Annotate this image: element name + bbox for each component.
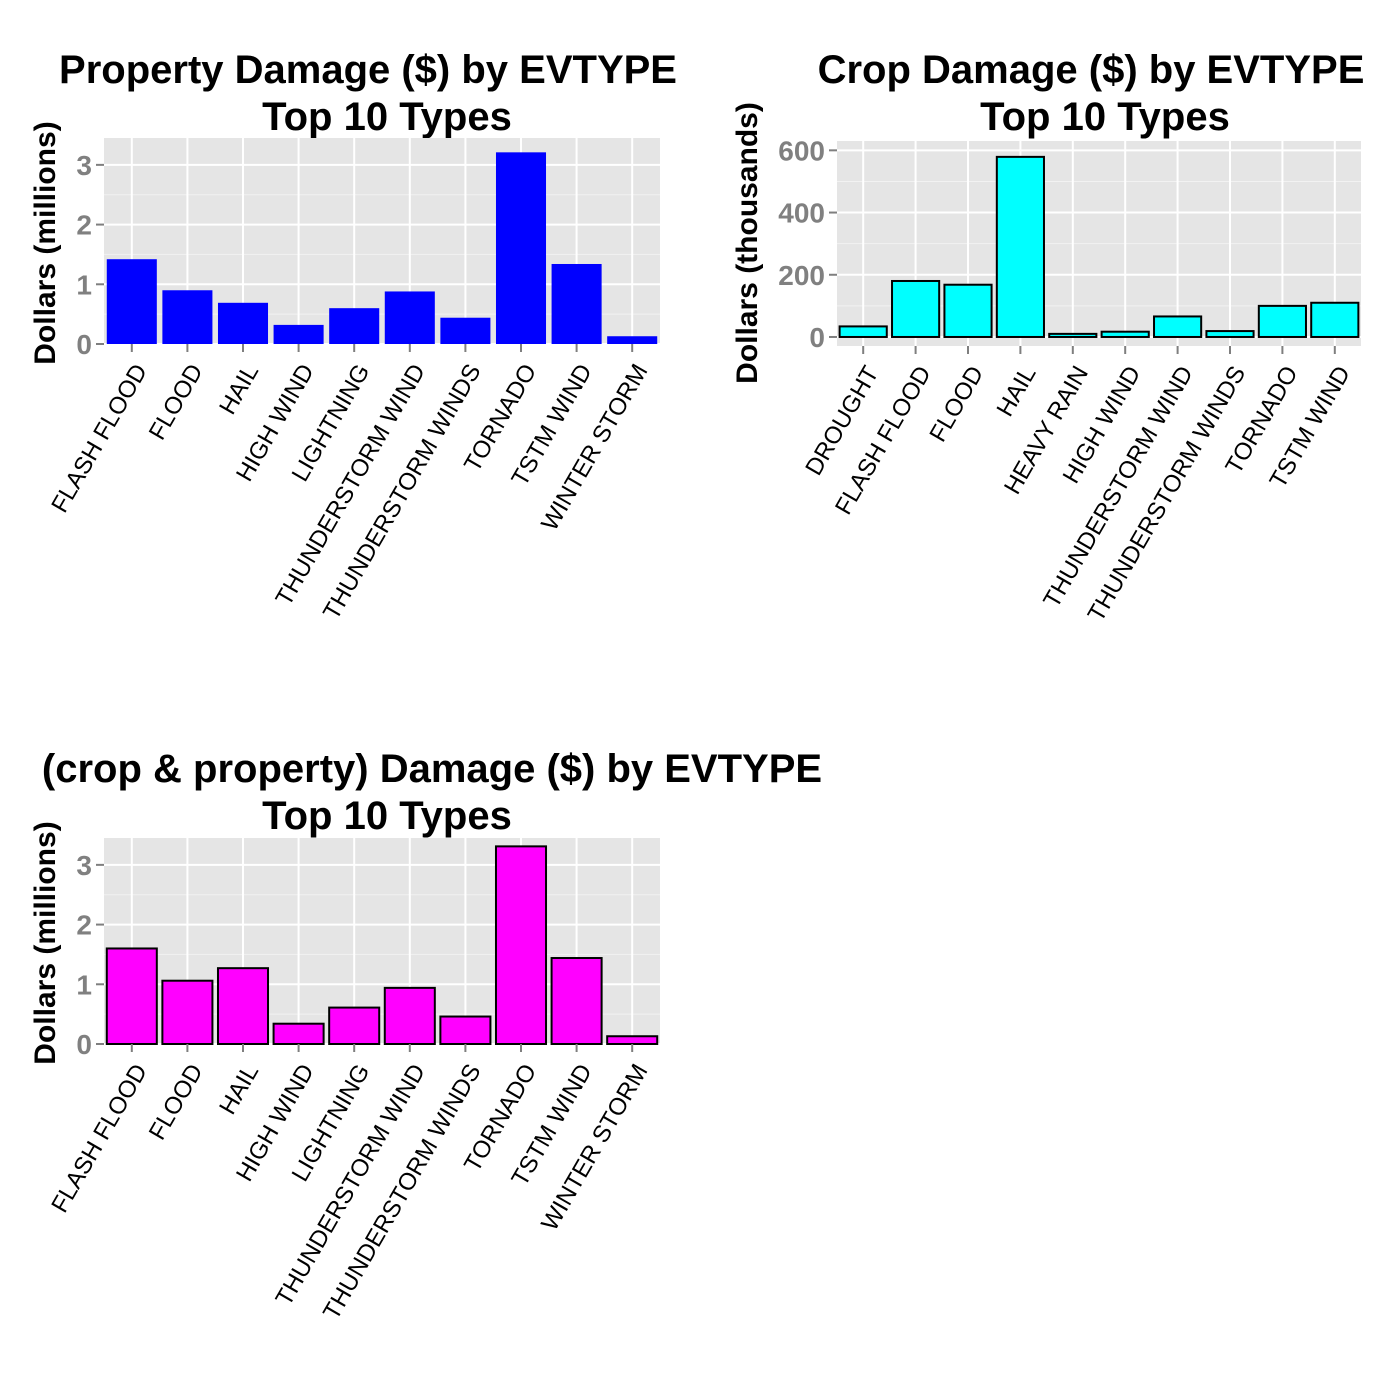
- x-tick-label: FLASH FLOOD: [46, 1060, 153, 1218]
- bar: [217, 302, 269, 344]
- bar: [384, 291, 435, 344]
- chart-title-line2: Top 10 Types: [980, 95, 1230, 139]
- bar: [1205, 330, 1255, 338]
- bar: [838, 325, 888, 338]
- bar: [216, 967, 270, 1045]
- bar: [943, 283, 993, 338]
- y-tick-label: 0: [76, 329, 92, 360]
- bar: [1310, 301, 1360, 338]
- x-tick-label: FLOOD: [144, 1060, 209, 1145]
- y-tick-label: 1: [76, 969, 92, 1000]
- chart-title-line2: Top 10 Types: [262, 95, 512, 139]
- y-axis-label: Dollars (millions): [29, 121, 62, 364]
- x-tick-label: HAIL: [214, 360, 264, 420]
- bar: [995, 155, 1045, 338]
- bar: [1153, 315, 1203, 338]
- y-tick-label: 0: [809, 322, 825, 353]
- x-tick-label: FLASH FLOOD: [46, 360, 153, 518]
- bar: [105, 947, 158, 1045]
- bar: [494, 845, 548, 1046]
- bar: [607, 336, 658, 344]
- bar: [162, 290, 213, 344]
- bar: [328, 1006, 381, 1045]
- property-damage-chart: Property Damage ($) by EVTYPE Top 10 Typ…: [29, 48, 677, 624]
- y-tick-label: 600: [778, 135, 825, 166]
- bar: [495, 152, 547, 344]
- y-tick-label: 0: [76, 1029, 92, 1060]
- y-tick-label: 1: [76, 269, 92, 300]
- chart-title-line1: Property Damage ($) by EVTYPE: [59, 48, 677, 92]
- y-axis-label: Dollars (millions): [29, 821, 62, 1064]
- bar: [606, 1035, 659, 1045]
- crop-damage-chart: Crop Damage ($) by EVTYPE Top 10 Types D…: [731, 48, 1364, 626]
- bar: [272, 1022, 325, 1045]
- bar: [273, 324, 324, 344]
- bar: [329, 308, 380, 344]
- bar: [551, 263, 602, 344]
- y-tick-label: 3: [76, 150, 92, 181]
- bar: [439, 1015, 492, 1045]
- bar: [1048, 332, 1098, 338]
- y-tick-label: 400: [778, 198, 825, 229]
- chart-title-line2: Top 10 Types: [262, 794, 512, 838]
- y-tick-label: 200: [778, 260, 825, 291]
- bar: [550, 957, 603, 1045]
- bar: [1100, 330, 1150, 338]
- y-axis-label: Dollars (thousands): [731, 102, 764, 384]
- bar: [1257, 304, 1307, 338]
- y-tick-label: 3: [76, 850, 92, 881]
- chart-title-line1: (crop & property) Damage ($) by EVTYPE: [42, 747, 822, 791]
- bar: [383, 986, 436, 1045]
- x-tick-label: HAIL: [992, 362, 1042, 422]
- x-tick-label: FLOOD: [144, 360, 209, 445]
- chart-title-line1: Crop Damage ($) by EVTYPE: [818, 48, 1365, 92]
- y-tick-label: 2: [76, 910, 92, 941]
- bar: [161, 979, 214, 1046]
- bar: [440, 317, 491, 344]
- total-damage-chart: (crop & property) Damage ($) by EVTYPE T…: [29, 747, 822, 1324]
- y-tick-label: 2: [76, 210, 92, 241]
- bar: [891, 279, 941, 338]
- bar: [106, 259, 157, 344]
- x-tick-label: HAIL: [214, 1060, 264, 1120]
